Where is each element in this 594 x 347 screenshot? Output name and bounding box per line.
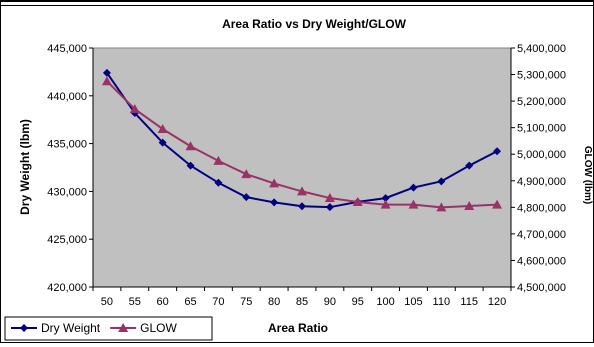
plot-area bbox=[92, 47, 512, 288]
chart: Area Ratio vs Dry Weight/GLOW 50 55 60 65 70… bbox=[4, 17, 593, 341]
x-tick-label: 70 bbox=[212, 296, 224, 308]
y-tick-label: 430,000 bbox=[47, 186, 87, 198]
glow-point bbox=[464, 201, 475, 211]
glow-point bbox=[101, 76, 112, 86]
dry-weight-point bbox=[270, 198, 279, 207]
dry-weight-point bbox=[158, 138, 167, 147]
x-axis-title: Area Ratio bbox=[268, 321, 328, 335]
y-tick-label: 425,000 bbox=[47, 234, 87, 246]
x-tick-label: 115 bbox=[460, 296, 478, 308]
y2-tick-label: 5,400,000 bbox=[517, 43, 566, 55]
glow-point bbox=[269, 178, 280, 188]
y-tick-label: 445,000 bbox=[47, 43, 87, 55]
y-axis-title: Dry Weight (lbm) bbox=[18, 119, 32, 215]
legend-marker-glow bbox=[118, 323, 129, 332]
dry-weight-point bbox=[186, 161, 195, 170]
legend: Dry Weight GLOW bbox=[11, 321, 177, 335]
glow-point bbox=[185, 141, 196, 151]
y2-tick-label: 4,700,000 bbox=[517, 229, 566, 241]
x-tick-label: 105 bbox=[404, 296, 422, 308]
y2-tick-label: 5,200,000 bbox=[517, 96, 566, 108]
x-tick-label: 120 bbox=[488, 296, 506, 308]
y-tick-label: 420,000 bbox=[47, 282, 87, 294]
dry-weight-point bbox=[242, 193, 251, 202]
dry-weight-point bbox=[298, 202, 306, 211]
glow-point bbox=[492, 199, 503, 209]
dry-weight-point bbox=[325, 203, 334, 212]
y2-axis-title: GLOW (lbm) bbox=[582, 146, 593, 204]
y-tick-label: 440,000 bbox=[47, 91, 87, 103]
dry-weight-point bbox=[381, 194, 390, 203]
x-tick-label: 65 bbox=[184, 296, 196, 308]
dry-weight-point bbox=[409, 183, 418, 192]
y2-tick-label: 5,300,000 bbox=[517, 70, 566, 82]
dry-weight-point bbox=[437, 177, 446, 186]
x-tick-label: 50 bbox=[101, 296, 113, 308]
x-tick-label: 60 bbox=[157, 296, 169, 308]
y-tick-label: 435,000 bbox=[47, 139, 87, 151]
x-tick-label: 100 bbox=[376, 296, 394, 308]
x-tick-label: 55 bbox=[129, 296, 141, 308]
glow-point bbox=[129, 104, 140, 114]
glow-point bbox=[241, 169, 252, 179]
chart-marks: 50 55 60 65 70 75 80 85 90 95 100 105 110 115 120 420,0… bbox=[47, 43, 566, 308]
legend-label-glow: GLOW bbox=[140, 321, 177, 335]
dry-weight-point bbox=[465, 161, 474, 170]
x-tick-label: 110 bbox=[433, 296, 451, 308]
glow-point bbox=[380, 199, 391, 209]
y2-tick-label: 4,800,000 bbox=[517, 202, 566, 214]
glow-point bbox=[213, 155, 224, 165]
dry-weight-point bbox=[102, 68, 111, 77]
x-tick-label: 95 bbox=[352, 296, 364, 308]
glow-point bbox=[324, 193, 335, 203]
x-tick-label: 90 bbox=[324, 296, 336, 308]
glow-point bbox=[297, 186, 307, 196]
dry-weight-point bbox=[214, 178, 223, 187]
y2-tick-label: 4,500,000 bbox=[517, 282, 566, 294]
glow-point bbox=[157, 123, 168, 133]
x-tick-label: 80 bbox=[268, 296, 280, 308]
legend-label-dry-weight: Dry Weight bbox=[41, 321, 101, 335]
y2-tick-label: 4,600,000 bbox=[517, 255, 566, 267]
chart-title: Area Ratio vs Dry Weight/GLOW bbox=[222, 17, 406, 31]
x-tick-label: 85 bbox=[296, 296, 308, 308]
x-tick-label: 75 bbox=[240, 296, 252, 308]
dry-weight-point bbox=[493, 147, 502, 156]
glow-point bbox=[436, 202, 447, 212]
y2-tick-label: 5,100,000 bbox=[517, 123, 566, 135]
glow-point bbox=[352, 197, 363, 207]
legend-marker-dry-weight bbox=[20, 324, 28, 332]
glow-point bbox=[408, 199, 419, 209]
legend-box bbox=[4, 316, 213, 341]
y2-tick-label: 5,000,000 bbox=[517, 149, 566, 161]
y2-tick-label: 4,900,000 bbox=[517, 176, 566, 188]
